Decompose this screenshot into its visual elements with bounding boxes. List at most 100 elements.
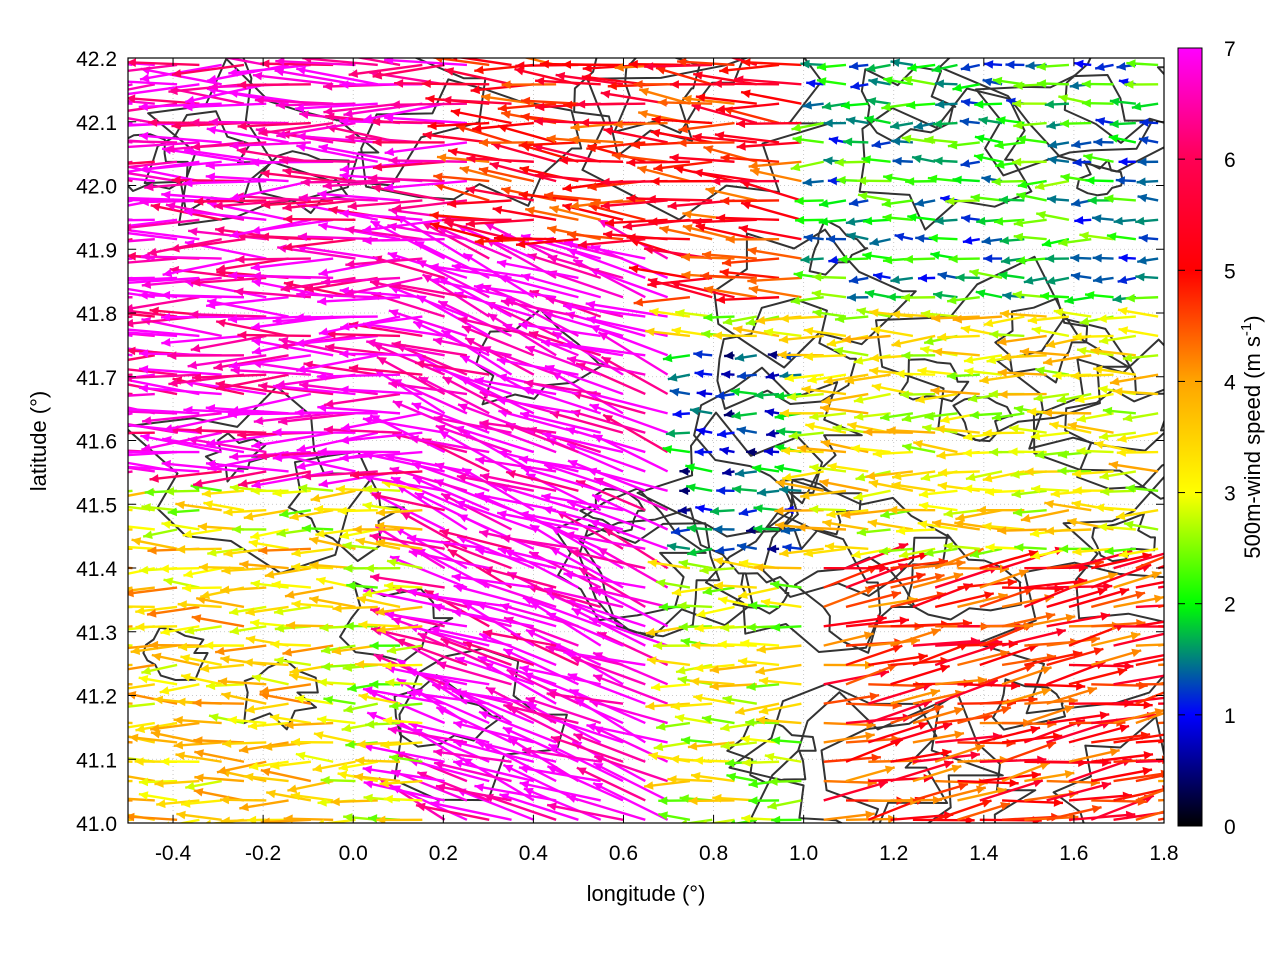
wind-vector: [741, 758, 780, 767]
wind-vector: [934, 216, 958, 226]
wind-vector: [1135, 774, 1164, 783]
wind-vector: [740, 201, 802, 221]
wind-vector: [177, 600, 222, 609]
wind-vector: [562, 341, 646, 357]
wind-vector: [502, 763, 579, 802]
terrain-contour: [750, 691, 1004, 823]
wind-vector: [781, 470, 824, 482]
wind-vector: [593, 755, 669, 783]
wind-vector: [195, 595, 245, 609]
wind-vector: [779, 314, 824, 323]
wind-vector: [715, 295, 780, 304]
wind-vector: [1049, 421, 1092, 434]
wind-vector: [205, 296, 289, 310]
y-tick-label: 41.2: [76, 686, 117, 709]
wind-vector: [748, 160, 802, 171]
wind-vector: [128, 528, 133, 531]
wind-vector: [779, 547, 824, 558]
wind-vector: [541, 431, 624, 454]
wind-vector: [518, 321, 601, 338]
wind-vector: [1068, 748, 1120, 763]
wind-vector: [323, 695, 356, 705]
wind-vector: [312, 760, 356, 773]
wind-vector: [763, 447, 780, 457]
wind-vector: [764, 408, 780, 417]
wind-vector: [677, 506, 690, 515]
wind-vector: [294, 102, 378, 113]
wind-vector: [709, 663, 757, 674]
wind-vector: [1138, 234, 1159, 243]
wind-vector: [295, 751, 334, 763]
wind-vector: [1047, 140, 1070, 149]
wind-vector: [1074, 216, 1092, 225]
wind-vector: [206, 125, 289, 144]
wind-vector: [865, 470, 914, 481]
terrain-contour: [713, 228, 917, 369]
wind-vector: [479, 472, 557, 492]
wind-vector: [670, 701, 713, 711]
wind-vector: [1123, 520, 1159, 531]
colorbar-tick-label: 1: [1224, 705, 1236, 728]
wind-vector: [655, 578, 691, 589]
wind-vector: [400, 510, 468, 550]
wind-vector: [344, 225, 423, 241]
wind-vector: [592, 762, 669, 802]
wind-vector: [296, 354, 378, 374]
wind-vector: [1135, 620, 1164, 628]
wind-vector: [1076, 412, 1114, 423]
wind-vector: [274, 67, 356, 86]
wind-vector: [721, 257, 780, 267]
wind-vector: [943, 542, 980, 551]
wind-vector: [376, 625, 423, 634]
wind-vector: [1056, 392, 1092, 404]
wind-vector: [613, 119, 668, 129]
wind-vector: [128, 450, 133, 454]
wind-vector: [890, 664, 951, 686]
wind-vector: [146, 605, 200, 618]
wind-vector: [1046, 581, 1113, 591]
wind-vector: [907, 213, 936, 222]
wind-vector: [301, 470, 378, 481]
wind-vector: [1092, 365, 1137, 376]
wind-vector: [821, 101, 847, 111]
wind-vector: [954, 519, 1003, 531]
wind-vector: [755, 715, 802, 725]
wind-vector: [446, 199, 512, 208]
terrain-contour: [820, 692, 1037, 823]
wind-vector: [191, 614, 245, 628]
wind-vector: [667, 775, 713, 784]
wind-vector: [138, 384, 222, 396]
wind-vector: [978, 116, 1003, 125]
terrain-contour: [142, 626, 209, 681]
wind-vector: [356, 595, 401, 609]
wind-vector: [952, 314, 1003, 324]
wind-vector: [765, 371, 780, 380]
terrain-contour: [553, 487, 707, 622]
wind-vector: [857, 176, 891, 186]
wind-vector: [427, 121, 490, 131]
wind-vector: [670, 526, 691, 536]
terrain-contour: [994, 297, 1089, 384]
wind-vector: [653, 160, 713, 173]
wind-vector: [208, 117, 289, 127]
wind-vector: [128, 160, 155, 165]
wind-vector: [999, 309, 1047, 319]
wind-vector: [1024, 613, 1076, 628]
wind-vector: [128, 276, 178, 282]
wind-vector: [891, 470, 936, 481]
wind-vector: [901, 443, 936, 454]
wind-vector: [250, 257, 334, 272]
wind-vector: [546, 802, 624, 821]
wind-vector: [175, 500, 222, 512]
wind-vector: [823, 586, 876, 609]
wind-vector: [679, 467, 690, 476]
wind-vector: [740, 639, 780, 648]
wind-vector: [969, 410, 1003, 420]
wind-vector: [294, 313, 378, 322]
wind-vector: [780, 526, 802, 535]
wind-vector: [322, 179, 401, 190]
wind-vector: [866, 97, 891, 106]
wind-vector: [864, 115, 891, 125]
wind-vector: [548, 743, 624, 783]
wind-vector: [731, 411, 757, 420]
